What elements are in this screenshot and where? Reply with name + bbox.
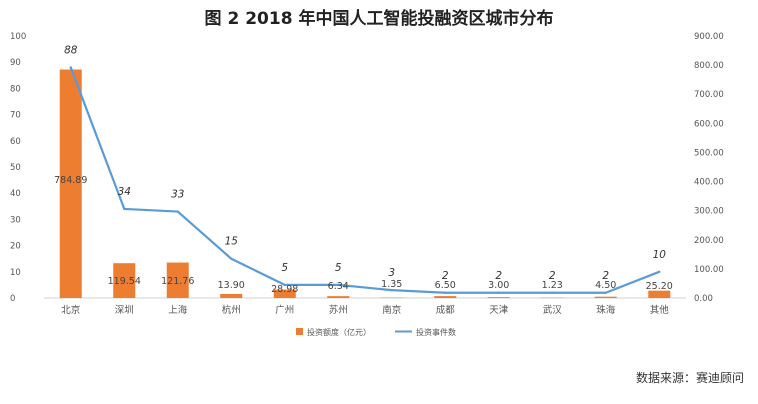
- y-right-tick-label: 500.00: [694, 148, 724, 158]
- line-data-label: 3: [388, 267, 395, 279]
- x-tick-label: 南京: [382, 304, 401, 316]
- line-data-label: 34: [118, 186, 131, 198]
- x-tick-label: 珠海: [596, 304, 616, 316]
- bar-data-label: 119.54: [108, 276, 141, 287]
- data-source: 数据来源：赛迪顾问: [636, 369, 744, 386]
- line-data-label: 88: [64, 44, 78, 56]
- x-tick-label: 天津: [489, 305, 509, 316]
- y-left-tick-label: 40: [10, 189, 21, 199]
- line-data-label: 10: [653, 249, 667, 261]
- legend-label-line: 投资事件数: [416, 327, 456, 337]
- bar-data-label: 1.35: [381, 279, 402, 290]
- line-point: [658, 271, 660, 273]
- x-tick-label: 苏州: [329, 304, 348, 316]
- line-data-label: 2: [442, 270, 449, 282]
- bar-data-label: 121.76: [161, 276, 194, 287]
- legend-swatch-bar: [296, 328, 303, 335]
- line-point: [498, 292, 500, 294]
- y-left-tick-label: 100: [10, 32, 26, 42]
- y-right-tick-label: 800.00: [694, 61, 724, 71]
- line-data-label: 2: [602, 270, 609, 282]
- y-right-tick-label: 0.00: [694, 294, 713, 304]
- line-point: [70, 66, 72, 68]
- y-left-tick-label: 30: [10, 215, 21, 225]
- x-tick-label: 广州: [275, 304, 294, 316]
- x-tick-label: 深圳: [115, 305, 134, 316]
- line-point: [444, 292, 446, 294]
- line-data-label: 5: [335, 262, 342, 274]
- y-right-tick-label: 200.00: [694, 236, 724, 246]
- bar-data-label: 28.98: [271, 284, 298, 295]
- bar: [327, 296, 349, 298]
- line-data-label: 2: [495, 270, 502, 282]
- bar-data-label: 25.20: [646, 281, 673, 292]
- line-point: [605, 292, 607, 294]
- y-right-tick-label: 300.00: [694, 207, 724, 217]
- line-point: [551, 292, 553, 294]
- line-data-label: 15: [225, 236, 239, 248]
- chart-title: 图 2 2018 年中国人工智能投融资区城市分布: [0, 4, 758, 29]
- line-series: [71, 67, 660, 292]
- y-left-tick-label: 60: [10, 137, 21, 147]
- bar: [434, 296, 456, 298]
- x-tick-label: 杭州: [222, 304, 241, 316]
- bar-data-label: 13.90: [218, 280, 245, 291]
- y-left-tick-label: 80: [10, 84, 21, 94]
- y-right-tick-label: 400.00: [694, 178, 724, 188]
- bar: [595, 297, 617, 298]
- line-point: [177, 210, 179, 212]
- y-left-tick-label: 90: [10, 58, 21, 68]
- y-right-tick-label: 700.00: [694, 90, 724, 100]
- y-left-tick-label: 0: [10, 294, 15, 304]
- x-tick-label: 其他: [650, 304, 670, 316]
- x-tick-label: 上海: [168, 304, 188, 316]
- y-right-tick-label: 900.00: [694, 32, 724, 42]
- bar: [220, 294, 242, 298]
- bar: [488, 297, 510, 298]
- line-data-label: 2: [549, 270, 556, 282]
- line-point: [230, 258, 232, 260]
- x-tick-label: 成都: [436, 304, 456, 316]
- bar-data-label: 784.89: [54, 175, 87, 186]
- y-right-tick-label: 100.00: [694, 265, 724, 275]
- x-tick-label: 北京: [61, 304, 80, 316]
- x-tick-label: 武汉: [543, 304, 563, 316]
- y-left-tick-label: 10: [10, 268, 21, 278]
- line-data-label: 33: [171, 189, 184, 201]
- y-right-tick-label: 600.00: [694, 119, 724, 129]
- legend-label-bar: 投资额度（亿元）: [307, 327, 371, 337]
- line-data-label: 5: [281, 262, 288, 274]
- bar-data-label: 6.34: [328, 281, 349, 292]
- line-point: [123, 208, 125, 210]
- y-left-tick-label: 20: [10, 242, 21, 252]
- y-left-tick-label: 50: [10, 163, 21, 173]
- y-left-tick-label: 70: [10, 111, 21, 121]
